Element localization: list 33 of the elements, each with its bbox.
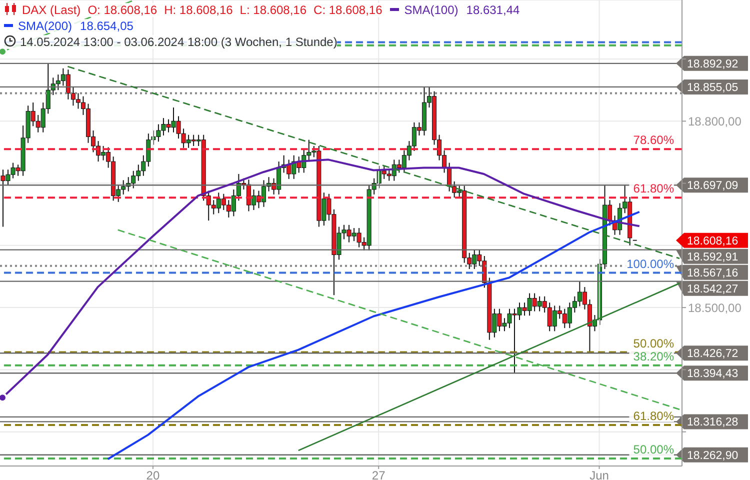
- annotation: 61.80%: [633, 182, 674, 196]
- y-tick-label: 18.800,00: [688, 114, 742, 128]
- ref-line-label: 18.262,90: [687, 450, 738, 462]
- annotation: C: 18.608,16: [314, 3, 382, 17]
- annotation: O: 18.608,16: [88, 3, 158, 17]
- chart-title: DAX (Last): [22, 3, 81, 17]
- x-tick-label: Jun: [590, 468, 609, 480]
- annotation: 50.00%: [633, 442, 674, 457]
- ref-line-label: 18.394,43: [687, 368, 738, 380]
- annotation: H: 18.608,16: [164, 3, 233, 17]
- ref-line-label: 18.542,27: [687, 283, 738, 296]
- annotation: L: 18.608,16: [240, 3, 307, 17]
- text: 14.05.2024 13:00 - 03.06.2024 18:00 (3 Wochen, 1 Stunde): [4, 35, 338, 49]
- legend-label: SMA(100): [404, 3, 458, 17]
- ref-line-label: 18.855,05: [687, 82, 738, 94]
- ref-line-label: 18.567,16: [687, 267, 738, 280]
- ref-line-label: 18.592,91: [687, 251, 738, 264]
- annotation: 18.631,44: [466, 3, 520, 17]
- y-tick-label: 18.500,00: [688, 300, 742, 315]
- ref-line-label: 18.426,72: [687, 348, 738, 360]
- legend-label: SMA(200): [18, 19, 72, 33]
- x-tick-label: 20: [146, 468, 160, 480]
- annotation: 78.60%: [633, 133, 674, 148]
- annotation: 38.20%: [633, 349, 674, 364]
- x-tick-label: 27: [372, 468, 386, 480]
- annotation: 18.654,05: [80, 19, 134, 33]
- ref-line-label: 18.697,09: [687, 180, 738, 192]
- text: 18.608,16: [687, 235, 738, 248]
- ref-line-label: 18.892,92: [687, 58, 738, 70]
- annotation: 61.80%: [633, 408, 674, 423]
- ref-line-label: 18.316,28: [687, 416, 738, 429]
- annotation: 100.00%: [626, 256, 674, 271]
- annotation: 50.00%: [633, 336, 674, 350]
